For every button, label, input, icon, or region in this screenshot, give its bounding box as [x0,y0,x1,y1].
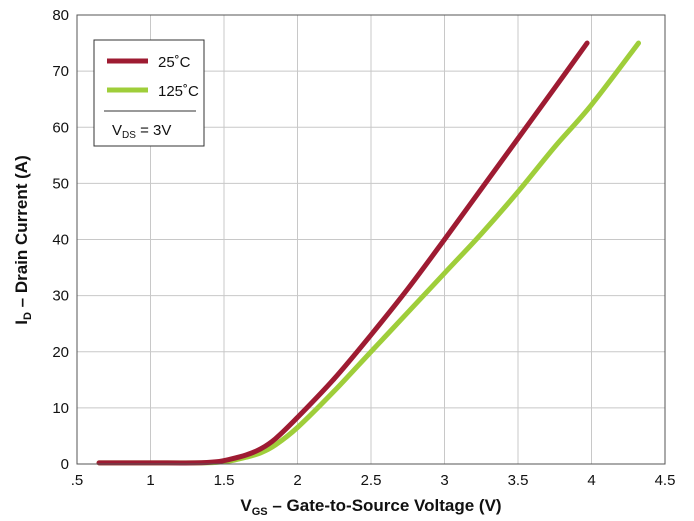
x-tick-label: .5 [71,472,84,489]
y-tick-label: 60 [52,119,69,136]
x-tick-label: 4.5 [655,472,676,489]
y-tick-label: 40 [52,232,69,249]
x-tick-label: 3.5 [508,472,529,489]
series-layer [96,40,642,466]
grid-lines [77,15,665,464]
x-tick-label: 4 [587,472,595,489]
x-tick-label: 2.5 [361,472,382,489]
legend-box [93,39,205,147]
y-tick-label: 70 [52,63,69,80]
x-tick-label: 2 [293,472,301,489]
y-tick-label: 20 [52,344,69,361]
y-tick-label: 10 [52,400,69,417]
y-tick-labels: 0 10 20 30 40 50 60 70 80 [52,7,69,473]
x-axis-title: VGS – Gate-to-Source Voltage (V) [240,496,501,518]
x-tick-label: 1 [146,472,154,489]
series-line-25c [96,40,590,466]
y-tick-label: 0 [61,456,69,473]
x-tick-label: 1.5 [214,472,235,489]
y-tick-label: 30 [52,288,69,305]
plot-frame [76,14,666,465]
legend-condition: VDS = 3V [112,122,171,141]
x-tick-label: 3 [440,472,448,489]
legend-label-125c: 125˚C [158,83,199,100]
y-tick-label: 50 [52,175,69,192]
y-axis-title: ID – Drain Current (A) [12,155,34,324]
y-tick-label: 80 [52,7,69,24]
legend: 25˚C 125˚C VDS = 3V [93,39,205,147]
x-tick-labels: .5 1 1.5 2 2.5 3 3.5 4 4.5 [71,472,676,489]
legend-label-25c: 25˚C [158,54,191,71]
